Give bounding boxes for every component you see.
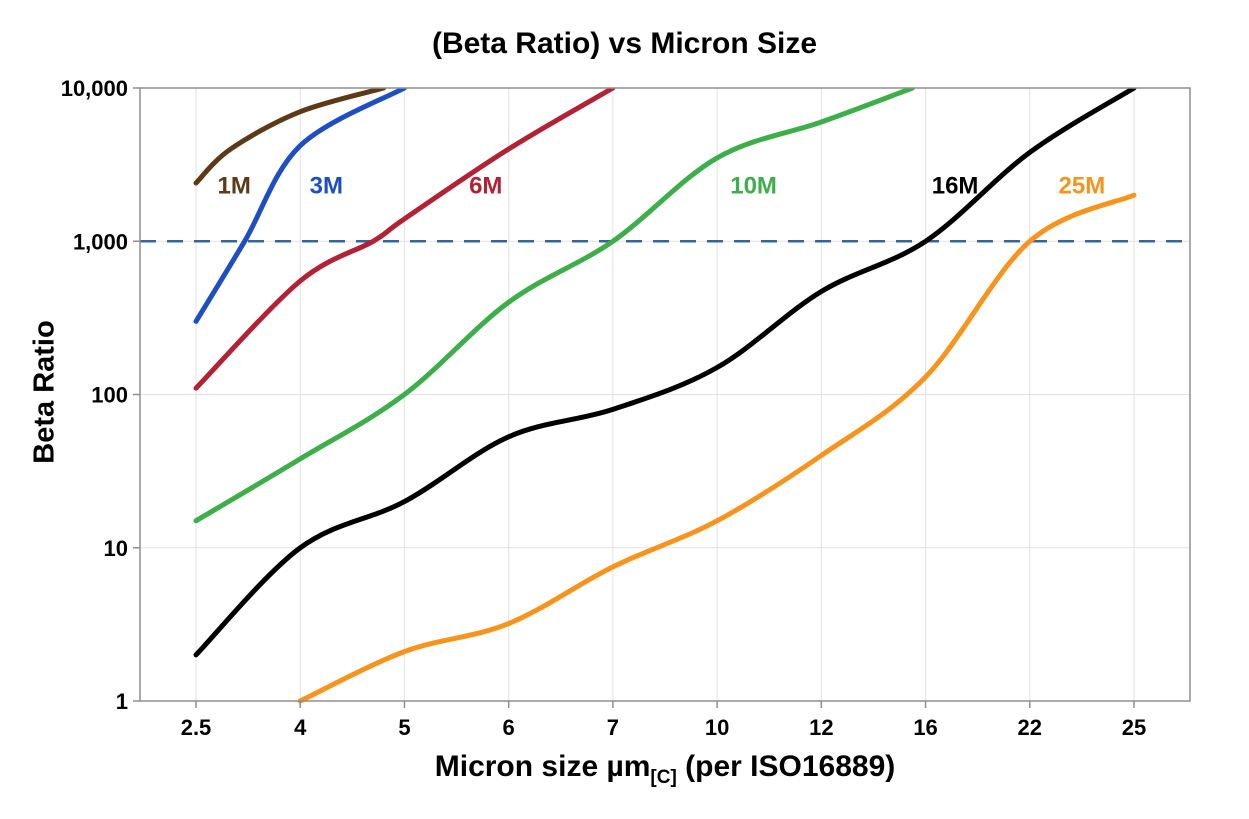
series-10M-line [193, 88, 915, 524]
series-25M-line [297, 192, 1137, 704]
x-tick-label: 12 [809, 715, 833, 740]
series-1M-line [193, 88, 387, 186]
y-tick-label: 1,000 [73, 229, 128, 254]
x-axis-label-rest: (per ISO16889) [676, 750, 896, 783]
series-16M-label: 16M [932, 172, 979, 199]
x-tick-label: 2.5 [181, 715, 212, 740]
y-tick-label: 10 [104, 536, 128, 561]
y-tick-label: 100 [91, 383, 128, 408]
x-tick-label: 7 [607, 715, 619, 740]
series-3M-label: 3M [310, 172, 343, 199]
series-10M-label: 10M [730, 172, 777, 199]
series-16M-line [193, 88, 1137, 658]
series-6M-line [193, 88, 616, 391]
x-axis-label-subscript: [C] [650, 767, 677, 788]
x-tick-label: 4 [294, 715, 307, 740]
x-tick-label: 10 [705, 715, 729, 740]
series-group [193, 88, 1137, 704]
series-1M-label: 1M [218, 172, 251, 199]
series-3M-line [193, 88, 407, 324]
series-25M-label: 25M [1059, 172, 1106, 199]
x-tick-label: 16 [913, 715, 937, 740]
x-axis-label: Micron size µm[C] (per ISO16889) [140, 750, 1190, 789]
x-axis-label-main: Micron size µm [434, 750, 651, 783]
chart-title: (Beta Ratio) vs Micron Size [431, 27, 818, 60]
x-tick-label: 25 [1122, 715, 1146, 740]
y-tick-label: 10,000 [61, 76, 128, 101]
x-tick-label: 22 [1018, 715, 1042, 740]
y-tick-label: 1 [116, 689, 128, 714]
x-tick-label: 6 [503, 715, 515, 740]
x-tick-label: 5 [398, 715, 410, 740]
series-6M-label: 6M [469, 172, 502, 199]
